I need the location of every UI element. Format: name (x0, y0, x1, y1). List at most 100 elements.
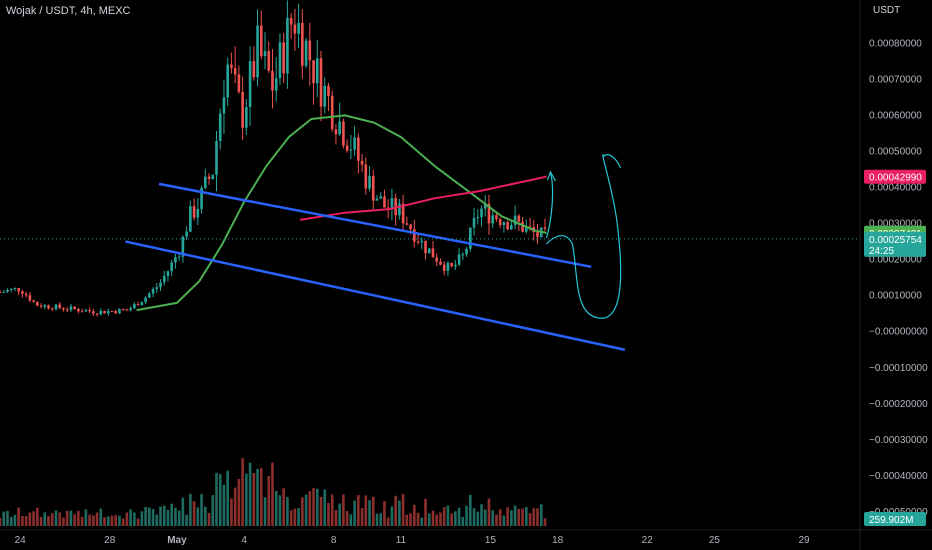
candle-body (435, 257, 439, 262)
channel-lower-line (125, 240, 626, 351)
candle-body (297, 22, 300, 34)
candle-body (200, 187, 203, 210)
volume-bar (13, 514, 17, 526)
candle-body (248, 61, 252, 107)
candle-body (472, 217, 476, 228)
volume-bar (263, 497, 267, 526)
candle-body (192, 206, 196, 218)
volume-bar (177, 510, 181, 526)
last-price-badge-text: 0.00025754 (869, 235, 922, 246)
candle-body (80, 311, 84, 313)
volume-bar (207, 512, 211, 526)
volume-bar (185, 514, 188, 526)
candle-body (349, 149, 353, 151)
volume-bar (222, 484, 226, 526)
candle-body (103, 310, 106, 314)
volume-bar (334, 510, 338, 526)
candle-body (6, 290, 9, 292)
price-tick-label: 0.00010000 (869, 291, 922, 302)
volume-bar (390, 506, 394, 526)
candle-body (491, 215, 495, 224)
volume-bar (136, 518, 140, 526)
volume-bar (88, 514, 91, 526)
volume-bar (439, 512, 442, 526)
candle-body (17, 287, 20, 292)
candle-body (528, 226, 532, 228)
candles (0, 0, 547, 317)
last-price-badge-text: 24:25 (869, 246, 894, 257)
price-tick-label: −0.00010000 (869, 363, 928, 374)
volume-bar (476, 511, 480, 526)
volume-bar (323, 489, 327, 526)
volume-bar (103, 517, 106, 526)
candle-body (21, 291, 24, 294)
volume-bar (9, 516, 13, 526)
candle-body (24, 293, 28, 296)
volume-bar (65, 510, 69, 526)
candle-body (237, 74, 241, 92)
volume-bar (73, 514, 76, 526)
volume-bar (491, 510, 495, 526)
volume-bar (47, 516, 50, 526)
volume-bar (203, 506, 207, 526)
volume-bar (62, 517, 65, 526)
price-tick-label: −0.00040000 (869, 471, 928, 482)
projection-sketch (545, 154, 622, 319)
candle-body (360, 160, 364, 165)
ma-slow-badge (864, 169, 926, 184)
time-tick-label: 28 (104, 535, 116, 546)
candle-body (263, 51, 267, 57)
volume-bar (267, 475, 271, 526)
volume-bar (338, 503, 341, 526)
volume-bar (297, 507, 300, 526)
candle-body (416, 241, 420, 243)
volume-bar (162, 505, 166, 526)
volume-bar (524, 506, 528, 526)
candle-body (166, 271, 170, 276)
candle-body (9, 288, 13, 291)
candle-body (353, 137, 356, 150)
candle-body (73, 306, 76, 309)
volume-bar (233, 487, 237, 526)
volume-bar (431, 510, 435, 526)
time-tick-label: May (167, 535, 187, 546)
volume-bar (54, 510, 58, 526)
volume-bar (457, 507, 461, 526)
candle-body (502, 222, 506, 226)
volume-bar (289, 510, 293, 526)
volume-bar (368, 500, 371, 526)
volume-bar (99, 508, 103, 526)
volume-bar (248, 462, 252, 526)
candle-body (510, 225, 513, 230)
candle-body (155, 287, 159, 290)
drawings[interactable] (125, 154, 626, 351)
volume-bar (6, 510, 9, 526)
candle-body (62, 307, 65, 310)
candle-body (301, 22, 304, 66)
candle-body (506, 222, 509, 230)
volume-bar (342, 494, 345, 526)
candle-body (431, 248, 435, 258)
candle-body (379, 196, 383, 199)
candle-body (315, 58, 319, 84)
volume-bar (77, 510, 80, 526)
candle-body (159, 282, 162, 288)
volume-bar (24, 516, 28, 526)
volume-bar (226, 470, 229, 526)
candle-body (424, 240, 427, 254)
volume-bar (174, 507, 177, 526)
volume-bar (259, 468, 263, 526)
volume-bar (472, 508, 476, 526)
candle-body (125, 309, 129, 311)
ma-fast-line (136, 114, 547, 312)
volume-bar (17, 507, 20, 526)
time-tick-label: 22 (642, 535, 654, 546)
candle-body (92, 311, 95, 314)
candle-body (371, 175, 375, 201)
volume-bar (32, 511, 35, 526)
volume-bar (28, 512, 32, 526)
volume-bar (379, 513, 383, 526)
volume-bar (80, 516, 84, 526)
time-axis[interactable]: 24 28 May 4 8 11 15 18 22 25 29 (15, 535, 810, 546)
